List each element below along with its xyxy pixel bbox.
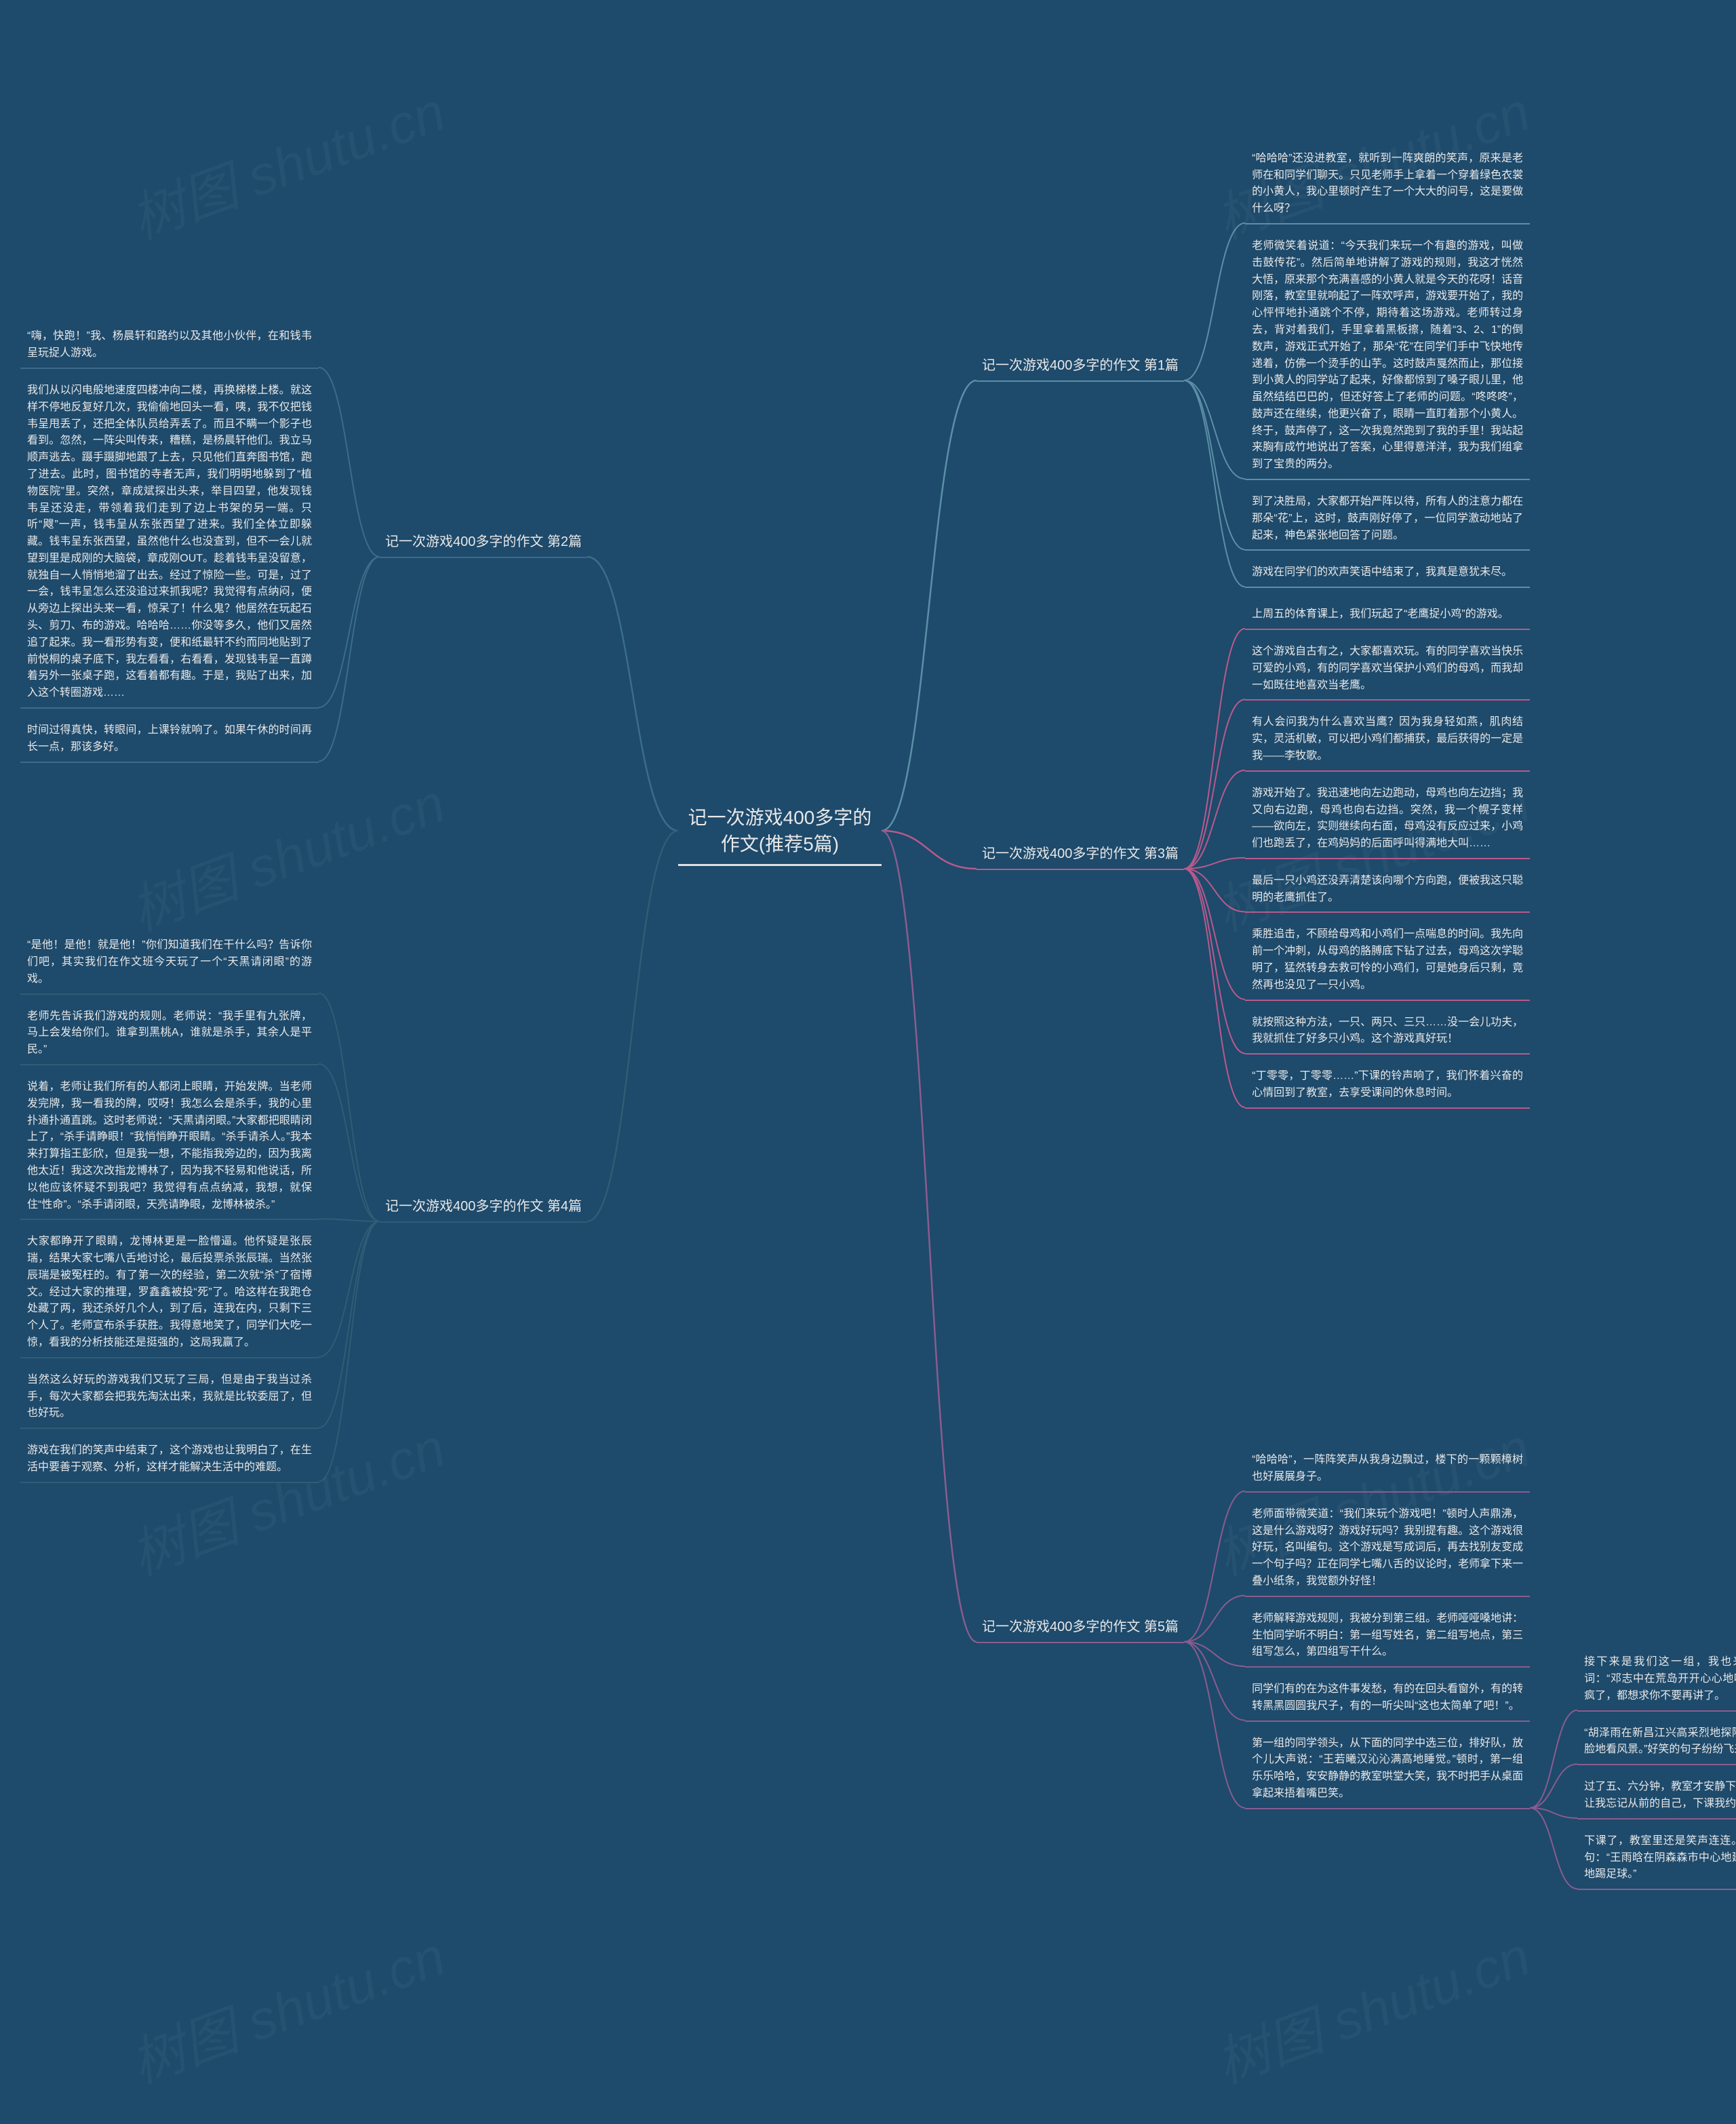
leaf-node: 这个游戏自古有之，大家都喜欢玩。有的同学喜欢当快乐可爱的小鸡，有的同学喜欢当保护… bbox=[1245, 640, 1530, 701]
leaf-node: 到了决胜局，大家都开始严阵以待，所有人的注意力都在那朵“花”上，这时，鼓声刚好停… bbox=[1245, 490, 1530, 551]
leaf-node: “哈哈哈”还没进教室，就听到一阵爽朗的笑声，原来是老师在和同学们聊天。只见老师手… bbox=[1245, 146, 1530, 224]
leaf-node: 老师微笑着说道：“今天我们来玩一个有趣的游戏，叫做击鼓传花”。然后简单地讲解了游… bbox=[1245, 234, 1530, 480]
subleaf-node: 下课了，教室里还是笑声连连。同学们继续找组员去拼句：“王雨晗在阴森森市中心地建房… bbox=[1577, 1829, 1736, 1890]
branch-node: 记一次游戏400多字的作文 第1篇 bbox=[976, 353, 1184, 382]
watermark: 树图 shutu.cn bbox=[119, 1913, 454, 2100]
leaf-node: “嗨，快跑！”我、杨晨轩和路约以及其他小伙伴，在和钱韦呈玩捉人游戏。 bbox=[20, 324, 319, 369]
leaf-node: 同学们有的在为这件事发愁，有的在回头看窗外，有的转转黑黑圆圆我尺子，有的一听尖叫… bbox=[1245, 1677, 1530, 1722]
subleaf-node: 过了五、六分钟，教室才安静下来。这个游戏太好玩了，让我忘记从前的自己，下课我约上… bbox=[1577, 1775, 1736, 1820]
branch-node: 记一次游戏400多字的作文 第3篇 bbox=[976, 841, 1184, 870]
root-node: 记一次游戏400多字的作文(推荐5篇) bbox=[678, 800, 882, 866]
leaf-node: 最后一只小鸡还没弄清楚该向哪个方向跑，便被我这只聪明的老鹰抓住了。 bbox=[1245, 869, 1530, 913]
leaf-node: “丁零零，丁零零……”下课的铃声响了，我们怀着兴奋的心情回到了教室，去享受课间的… bbox=[1245, 1064, 1530, 1109]
leaf-node: 游戏开始了。我迅速地向左边跑动，母鸡也向左边挡；我又向右边跑，母鸡也向右边挡。突… bbox=[1245, 781, 1530, 859]
watermark: 树图 shutu.cn bbox=[1204, 1913, 1539, 2100]
subleaf-node: 接下来是我们这一组，我也来到了讲台。读着告白词：“邓志中在荒岛开开心心地吃泡面。… bbox=[1577, 1650, 1736, 1711]
leaf-node: 游戏在我们的笑声中结束了，这个游戏也让我明白了，在生活中要善于观察、分析，这样才… bbox=[20, 1438, 319, 1483]
subleaf-node: “胡泽雨在新昌江兴高采烈地探险。”“蔡芷苓在宇宙愁眉苦脸地看风景。”好笑的句子纷… bbox=[1577, 1721, 1736, 1766]
leaf-node: 老师解释游戏规则，我被分到第三组。老师哑哑嗓地讲：生怕同学听不明白：第一组写姓名… bbox=[1245, 1607, 1530, 1668]
branch-node: 记一次游戏400多字的作文 第2篇 bbox=[380, 529, 587, 558]
watermark: 树图 shutu.cn bbox=[119, 68, 454, 255]
leaf-node: 大家都睁开了眼睛，龙博林更是一脸懵逼。他怀疑是张辰瑞，结果大家七嘴八舌地讨论，最… bbox=[20, 1230, 319, 1358]
leaf-node: 当然这么好玩的游戏我们又玩了三局，但是由于我当过杀手，每次大家都会把我先淘汰出来… bbox=[20, 1368, 319, 1429]
leaf-node: 说着，老师让我们所有的人都闭上眼睛，开始发牌。当老师发完牌，我一看我的牌，哎呀！… bbox=[20, 1075, 319, 1220]
watermark: 树图 shutu.cn bbox=[119, 1404, 454, 1591]
leaf-node: 上周五的体育课上，我们玩起了“老鹰捉小鸡”的游戏。 bbox=[1245, 602, 1530, 630]
leaf-node: “哈哈哈”，一阵阵笑声从我身边飘过，楼下的一颗颗樟树也好展展身子。 bbox=[1245, 1448, 1530, 1493]
leaf-node: 乘胜追击，不顾给母鸡和小鸡们一点喘息的时间。我先向前一个冲刺，从母鸡的胳膊底下钻… bbox=[1245, 922, 1530, 1000]
leaf-node: 我们从以闪电般地速度四楼冲向二楼，再换梯楼上楼。就这样不停地反复好几次，我偷偷地… bbox=[20, 378, 319, 709]
branch-node: 记一次游戏400多字的作文 第4篇 bbox=[380, 1194, 587, 1223]
leaf-node: 时间过得真快，转眼间，上课铃就响了。如果午休的时间再长一点，那该多好。 bbox=[20, 718, 319, 763]
branch-node: 记一次游戏400多字的作文 第5篇 bbox=[976, 1614, 1184, 1643]
leaf-node: 第一组的同学领头，从下面的同学中选三位，排好队，放个儿大声说：“王若曦汉沁沁满高… bbox=[1245, 1731, 1530, 1809]
leaf-node: “是他！是他！就是他！”你们知道我们在干什么吗？告诉你们吧，其实我们在作文班今天… bbox=[20, 933, 319, 994]
watermark: 树图 shutu.cn bbox=[119, 760, 454, 947]
leaf-node: 老师先告诉我们游戏的规则。老师说：“我手里有九张牌，马上会发给你们。谁拿到黑桃A… bbox=[20, 1004, 319, 1065]
leaf-node: 有人会问我为什么喜欢当鹰？因为我身轻如燕，肌肉结实，灵活机敏，可以把小鸡们都捕获… bbox=[1245, 710, 1530, 771]
leaf-node: 就按照这种方法，一只、两只、三只……没一会儿功夫，我就抓住了好多只小鸡。这个游戏… bbox=[1245, 1010, 1530, 1055]
leaf-node: 游戏在同学们的欢声笑语中结束了，我真是意犹未尽。 bbox=[1245, 560, 1530, 588]
leaf-node: 老师面带微笑道：“我们来玩个游戏吧！”顿时人声鼎沸，这是什么游戏呀？游戏好玩吗？… bbox=[1245, 1502, 1530, 1597]
